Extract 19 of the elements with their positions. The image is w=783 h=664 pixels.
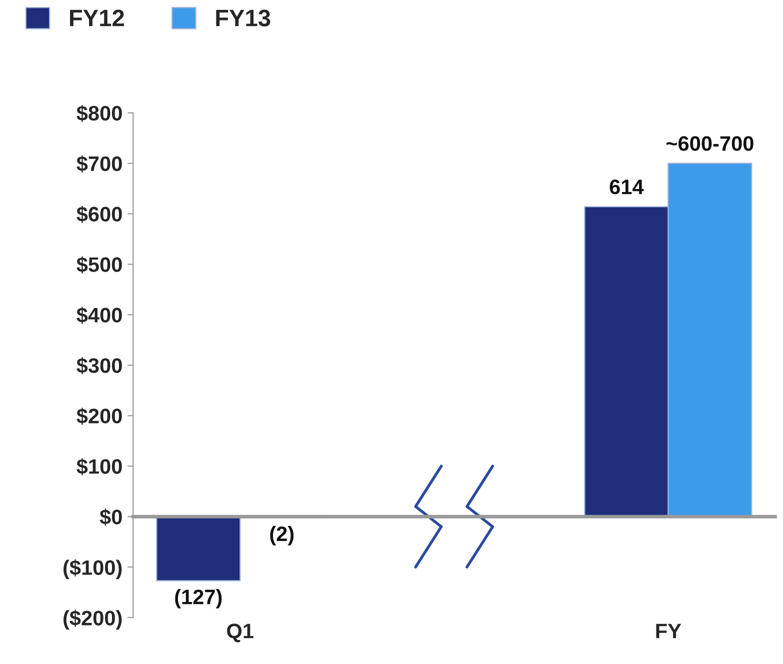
data-label: ~600-700 bbox=[666, 136, 754, 151]
y-tick-label: $400 bbox=[76, 306, 122, 324]
y-tick-label: $800 bbox=[76, 104, 122, 122]
legend-label: FY12 bbox=[70, 10, 124, 26]
y-tick-label: ($100) bbox=[64, 559, 122, 580]
data-label: 614 bbox=[610, 180, 644, 194]
legend-label: FY13 bbox=[216, 10, 270, 26]
y-tick-label: $500 bbox=[76, 256, 122, 274]
x-tick-label: FY bbox=[656, 624, 682, 638]
x-tick-label: Q1 bbox=[227, 624, 254, 642]
y-tick-label: $100 bbox=[76, 458, 122, 476]
data-label: (2) bbox=[270, 526, 294, 546]
y-tick-label: $200 bbox=[76, 408, 122, 425]
y-tick-label: ($200) bbox=[64, 610, 122, 630]
y-tick-label: $600 bbox=[76, 206, 122, 223]
data-label: (127) bbox=[175, 589, 222, 608]
y-tick-label: $0 bbox=[100, 508, 122, 526]
y-tick-label: $300 bbox=[76, 357, 122, 374]
y-tick-label: $700 bbox=[76, 155, 122, 172]
